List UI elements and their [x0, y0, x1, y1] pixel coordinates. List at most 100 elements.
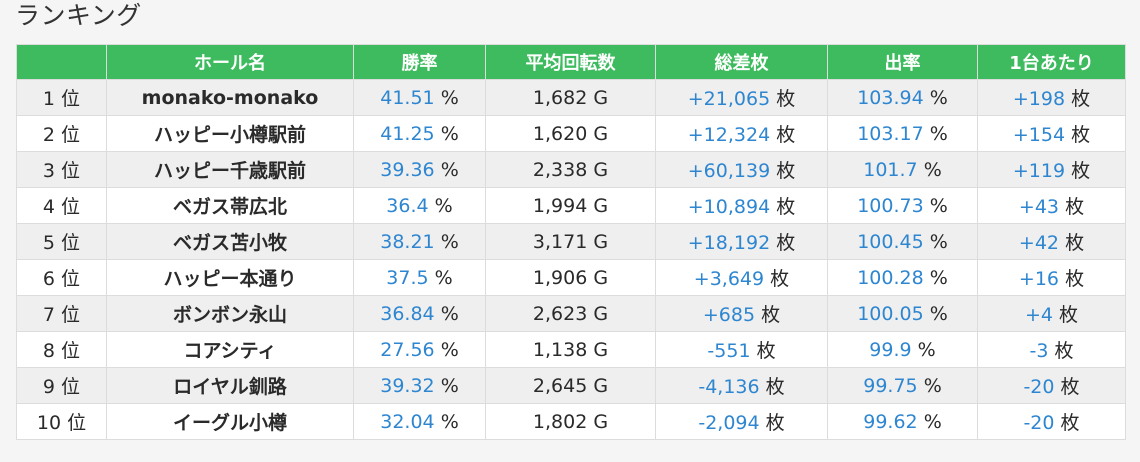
per-machine-cell-value: -20: [1023, 412, 1055, 434]
avg-spins-cell: 1,682 G: [485, 79, 656, 116]
payout-rate-cell: 99.62 %: [827, 403, 978, 440]
payout-rate-cell-unit: %: [923, 158, 942, 181]
payout-rate-cell-value: 103.94: [857, 86, 924, 109]
rank-cell: 6 位: [16, 259, 107, 296]
column-header-per-machine[interactable]: 1台あたり: [977, 44, 1126, 80]
win-rate-cell: 32.04 %: [353, 403, 486, 440]
table-row[interactable]: 9 位ロイヤル釧路 39.32 % 2,645 G -4,136 枚 99.75 % -2…: [16, 367, 1126, 404]
hall-name-cell[interactable]: ベガス帯広北: [106, 187, 354, 224]
per-machine-cell: +119 枚: [977, 151, 1126, 188]
win-rate-cell-value: 27.56: [380, 338, 435, 361]
win-rate-cell-unit: %: [440, 374, 459, 397]
payout-rate-cell-unit: %: [929, 194, 948, 217]
win-rate-cell: 36.84 %: [353, 295, 486, 332]
total-diff-cell-unit: 枚: [776, 124, 796, 146]
per-machine-cell: +16 枚: [977, 259, 1126, 296]
column-header-avg-spins[interactable]: 平均回転数: [485, 44, 656, 80]
per-machine-cell-value: +42: [1018, 232, 1060, 254]
rank-cell: 7 位: [16, 295, 107, 332]
per-machine-cell: +43 枚: [977, 187, 1126, 224]
per-machine-cell-value: -20: [1023, 376, 1055, 398]
win-rate-cell: 41.25 %: [353, 115, 486, 152]
win-rate-cell-unit: %: [440, 410, 459, 433]
hall-name-cell[interactable]: ロイヤル釧路: [106, 367, 354, 404]
table-row[interactable]: 4 位ベガス帯広北 36.4 % 1,994 G +10,894 枚 100.73 % +…: [16, 187, 1126, 224]
table-row[interactable]: 8 位コアシティ 27.56 % 1,138 G -551 枚 99.9 % -3 枚: [16, 331, 1126, 368]
total-diff-cell-value: +685: [702, 304, 756, 326]
win-rate-cell: 27.56 %: [353, 331, 486, 368]
hall-name-cell[interactable]: ハッピー千歳駅前: [106, 151, 354, 188]
payout-rate-cell-value: 99.75: [863, 374, 918, 397]
per-machine-cell-value: -3: [1029, 340, 1049, 362]
payout-rate-cell: 100.73 %: [827, 187, 978, 224]
per-machine-cell-value: +119: [1012, 160, 1066, 182]
column-header-payout-rate[interactable]: 出率: [827, 44, 978, 80]
avg-spins-cell: 2,623 G: [485, 295, 656, 332]
payout-rate-cell-value: 100.28: [857, 266, 924, 289]
rank-cell: 5 位: [16, 223, 107, 260]
payout-rate-cell-unit: %: [917, 338, 936, 361]
avg-spins-cell: 1,994 G: [485, 187, 656, 224]
hall-name-cell[interactable]: コアシティ: [106, 331, 354, 368]
column-header-rank: [16, 44, 107, 80]
per-machine-cell-unit: 枚: [1060, 412, 1080, 434]
hall-name-cell[interactable]: イーグル小樽: [106, 403, 354, 440]
payout-rate-cell-value: 100.73: [857, 194, 924, 217]
win-rate-cell-unit: %: [434, 194, 453, 217]
per-machine-cell: -3 枚: [977, 331, 1126, 368]
column-header-hall-name[interactable]: ホール名: [106, 44, 354, 80]
hall-name-cell[interactable]: ハッピー小樽駅前: [106, 115, 354, 152]
win-rate-cell: 38.21 %: [353, 223, 486, 260]
table-row[interactable]: 7 位ボンボン永山 36.84 % 2,623 G +685 枚 100.05 % +4 …: [16, 295, 1126, 332]
payout-rate-cell: 103.17 %: [827, 115, 978, 152]
total-diff-cell-unit: 枚: [761, 304, 781, 326]
win-rate-cell-unit: %: [440, 158, 459, 181]
avg-spins-cell: 2,338 G: [485, 151, 656, 188]
avg-spins-cell: 1,138 G: [485, 331, 656, 368]
hall-name-cell[interactable]: ボンボン永山: [106, 295, 354, 332]
per-machine-cell-unit: 枚: [1065, 268, 1085, 290]
hall-name-cell[interactable]: ベガス苫小牧: [106, 223, 354, 260]
win-rate-cell-value: 41.25: [380, 122, 435, 145]
table-row[interactable]: 10 位イーグル小樽 32.04 % 1,802 G -2,094 枚 99.62 % -…: [16, 403, 1126, 440]
total-diff-cell-unit: 枚: [765, 376, 785, 398]
win-rate-cell-unit: %: [440, 302, 459, 325]
table-row[interactable]: 2 位ハッピー小樽駅前 41.25 % 1,620 G +12,324 枚 103.17…: [16, 115, 1126, 152]
win-rate-cell-value: 39.36: [380, 158, 435, 181]
total-diff-cell: +18,192 枚: [655, 223, 828, 260]
per-machine-cell-unit: 枚: [1060, 376, 1080, 398]
total-diff-cell-value: -4,136: [698, 376, 760, 398]
hall-name-cell[interactable]: monako-monako: [106, 79, 354, 116]
total-diff-cell-value: -2,094: [698, 412, 760, 434]
total-diff-cell: +21,065 枚: [655, 79, 828, 116]
per-machine-cell-unit: 枚: [1054, 340, 1074, 362]
win-rate-cell: 39.36 %: [353, 151, 486, 188]
per-machine-cell-unit: 枚: [1071, 88, 1091, 110]
win-rate-cell: 41.51 %: [353, 79, 486, 116]
table-row[interactable]: 6 位ハッピー本通り 37.5 % 1,906 G +3,649 枚 100.28 % +…: [16, 259, 1126, 296]
table-row[interactable]: 5 位ベガス苫小牧 38.21 % 3,171 G +18,192 枚 100.45 %…: [16, 223, 1126, 260]
win-rate-cell: 37.5 %: [353, 259, 486, 296]
ranking-table: ホール名 勝率 平均回転数 総差枚 出率 1台あたり 1 位 monako-mon…: [16, 44, 1126, 440]
total-diff-cell-value: +12,324: [687, 124, 771, 146]
hall-name-cell[interactable]: ハッピー本通り: [106, 259, 354, 296]
payout-rate-cell-unit: %: [929, 266, 948, 289]
payout-rate-cell-unit: %: [923, 374, 942, 397]
avg-spins-cell: 1,802 G: [485, 403, 656, 440]
total-diff-cell-unit: 枚: [776, 196, 796, 218]
payout-rate-cell-value: 103.17: [857, 122, 924, 145]
column-header-win-rate[interactable]: 勝率: [353, 44, 486, 80]
table-row[interactable]: 3 位ハッピー千歳駅前 39.36 % 2,338 G +60,139 枚 101.7 …: [16, 151, 1126, 188]
column-header-total-diff[interactable]: 総差枚: [655, 44, 828, 80]
per-machine-cell: +198 枚: [977, 79, 1126, 116]
avg-spins-cell: 3,171 G: [485, 223, 656, 260]
total-diff-cell-unit: 枚: [770, 268, 790, 290]
total-diff-cell: -551 枚: [655, 331, 828, 368]
rank-cell: 4 位: [16, 187, 107, 224]
payout-rate-cell-unit: %: [929, 230, 948, 253]
per-machine-cell-unit: 枚: [1065, 232, 1085, 254]
win-rate-cell-value: 32.04: [380, 410, 435, 433]
total-diff-cell-unit: 枚: [765, 412, 785, 434]
payout-rate-cell: 100.28 %: [827, 259, 978, 296]
